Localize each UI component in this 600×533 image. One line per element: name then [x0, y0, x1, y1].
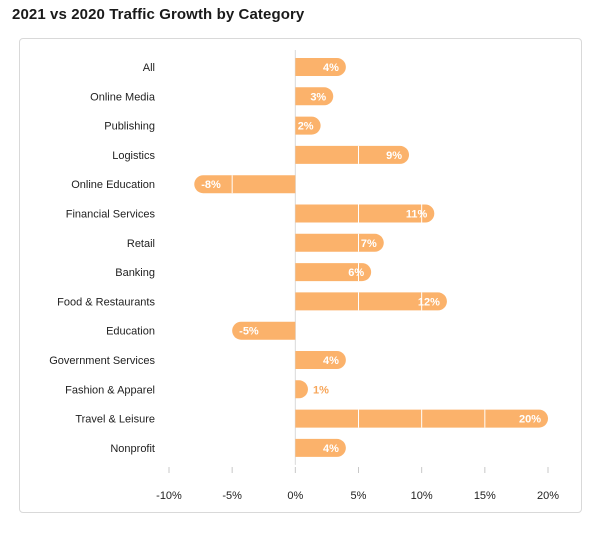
x-tick-label: -5% — [222, 490, 242, 502]
bar — [295, 145, 410, 164]
category-label: Education — [106, 326, 155, 338]
category-label: Travel & Leisure — [75, 414, 155, 426]
bar — [295, 204, 435, 223]
bar — [295, 116, 321, 135]
data-label: 1% — [313, 384, 329, 396]
category-label: Government Services — [49, 355, 155, 367]
x-tick-label: 5% — [351, 490, 367, 502]
category-label: Financial Services — [66, 209, 156, 221]
data-label: 3% — [310, 91, 326, 103]
data-label: 11% — [406, 209, 428, 221]
data-label: -5% — [239, 326, 259, 338]
bar — [295, 380, 308, 399]
bar — [295, 58, 346, 76]
x-tick-label: 20% — [537, 490, 559, 502]
x-tick-label: 10% — [411, 490, 433, 502]
category-label: Logistics — [112, 150, 155, 162]
data-label: 4% — [323, 355, 339, 367]
data-label: 6% — [348, 267, 364, 279]
bar — [295, 263, 372, 282]
data-label: 2% — [298, 121, 314, 133]
category-label: Retail — [127, 238, 155, 250]
chart-title: 2021 vs 2020 Traffic Growth by Category — [12, 6, 305, 23]
data-label: -8% — [201, 179, 221, 191]
x-tick-label: -10% — [156, 490, 182, 502]
data-label: 12% — [418, 296, 440, 308]
category-label: Banking — [115, 267, 155, 279]
bar — [295, 87, 334, 106]
data-label: 4% — [323, 62, 339, 74]
bar — [295, 292, 447, 311]
bar — [232, 321, 296, 340]
data-label: 7% — [361, 238, 377, 250]
bar — [295, 351, 346, 369]
category-label: Online Education — [71, 179, 155, 191]
category-label: Fashion & Apparel — [65, 384, 155, 396]
x-tick-label: 0% — [287, 490, 303, 502]
data-label: 4% — [323, 443, 339, 455]
category-label: Nonprofit — [110, 443, 155, 455]
category-label: Food & Restaurants — [57, 296, 155, 308]
bar — [194, 175, 296, 194]
category-label: All — [143, 62, 155, 74]
category-label: Publishing — [104, 121, 155, 133]
category-label: Online Media — [90, 91, 156, 103]
x-tick-label: 15% — [474, 490, 496, 502]
data-label: 9% — [386, 150, 402, 162]
data-label: 20% — [519, 414, 541, 426]
bar — [295, 438, 346, 457]
bar — [295, 233, 384, 252]
